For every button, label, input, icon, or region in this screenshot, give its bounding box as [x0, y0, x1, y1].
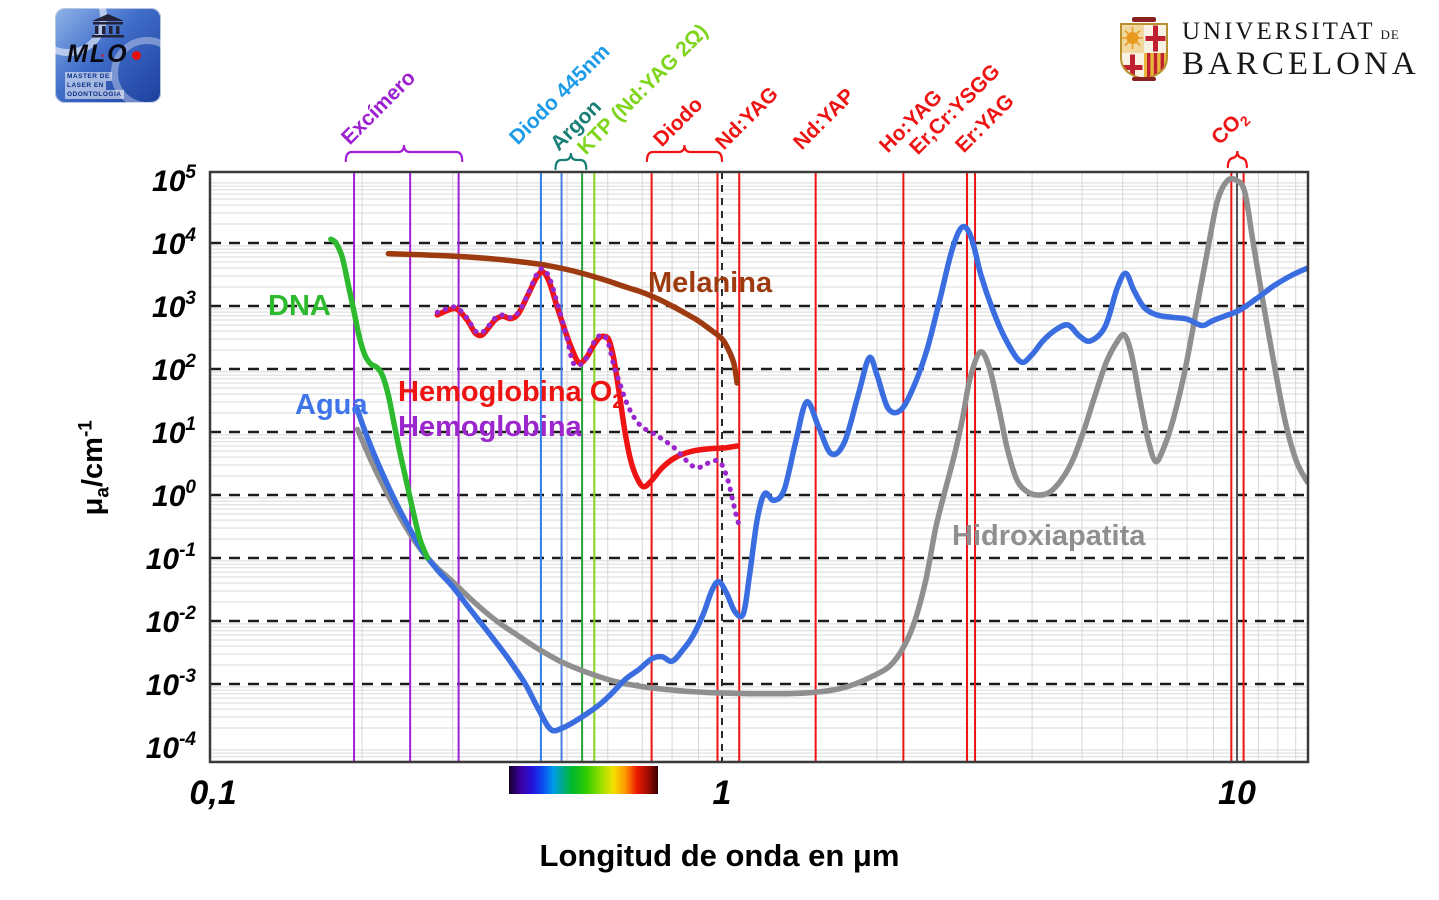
y-tick-1e-1: 10-1 — [146, 540, 196, 576]
mlo-subtitle-line: LASER EN — [65, 81, 106, 90]
laser-brace — [344, 144, 464, 163]
curve-label-dna: DNA — [268, 290, 331, 322]
mlo-subtitle-line: MASTER DE — [65, 72, 112, 81]
y-tick-1e0: 100 — [152, 477, 196, 513]
curve-hemoglobina — [434, 266, 743, 531]
x-tick-10: 10 — [1218, 774, 1256, 812]
y-tick-1e-4: 10-4 — [146, 729, 197, 765]
y-tick-1e2: 102 — [152, 351, 196, 387]
laser-brace — [1226, 150, 1248, 169]
x-axis-title: Longitud de onda en μm — [539, 838, 900, 873]
curve-label-melanina: Melanina — [648, 267, 773, 299]
curve-hidroxiapatita — [354, 175, 1308, 697]
mlo-logo: MLO MASTER DE LASER EN ODONTOLOGIA — [55, 8, 161, 103]
ub-name-line2: BARCELONA — [1182, 45, 1420, 82]
x-tick-1: 1 — [713, 774, 732, 812]
y-tick-1e3: 103 — [152, 288, 196, 324]
y-tick-1e-3: 10-3 — [146, 666, 197, 702]
curve-label-hemoglobina-o2: Hemoglobina O2 — [398, 376, 624, 413]
mlo-title: MLO — [67, 40, 129, 68]
y-tick-1e-2: 10-2 — [146, 603, 197, 639]
curve-label-hidroxiapatita: Hidroxiapatita — [952, 520, 1146, 552]
ub-logo: UNIVERSITAT DE BARCELONA — [1118, 16, 1420, 82]
x-tick-0,1: 0,1 — [189, 774, 236, 812]
curve-label-hemoglobina: Hemoglobina — [398, 411, 582, 443]
laser-lines — [353, 172, 1245, 762]
curve-agua — [353, 223, 1308, 734]
plot-area — [210, 172, 1308, 762]
ub-crest-icon — [1120, 17, 1168, 81]
building-icon — [92, 14, 124, 38]
ub-name-de: DE — [1380, 26, 1400, 42]
curve-dna — [328, 236, 431, 561]
laser-dot-icon — [131, 50, 141, 60]
y-tick-1e1: 101 — [152, 414, 196, 450]
laser-brace — [645, 144, 724, 163]
y-tick-1e4: 104 — [152, 225, 196, 261]
y-axis-title: μa/cm-1 — [75, 420, 114, 516]
curves — [328, 175, 1308, 734]
mlo-subtitle-line: ODONTOLOGIA — [65, 90, 124, 99]
laser-brace — [554, 152, 588, 171]
visible-spectrum-bar — [509, 766, 658, 794]
y-tick-1e5: 105 — [152, 162, 196, 198]
curve-label-agua: Agua — [295, 389, 368, 421]
plot-frame — [208, 170, 1310, 764]
curve-melanina — [385, 250, 740, 386]
ub-name-line1: UNIVERSITAT — [1182, 17, 1376, 45]
grid — [210, 172, 1308, 762]
mlo-swirl-decoration — [111, 37, 161, 103]
